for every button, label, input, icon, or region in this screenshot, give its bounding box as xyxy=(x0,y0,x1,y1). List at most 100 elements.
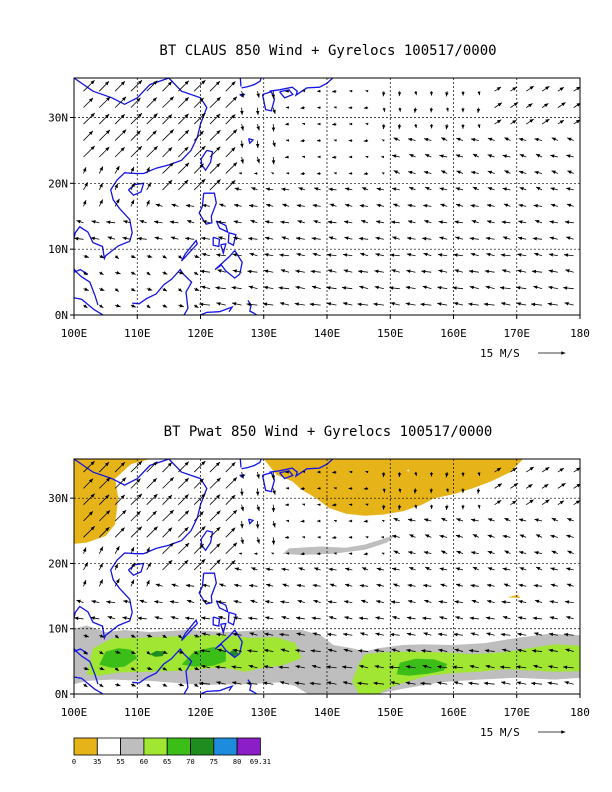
wind-vector-head xyxy=(333,139,337,142)
wind-vector-head xyxy=(326,665,331,669)
wind-vector-head xyxy=(100,666,105,671)
wind-vector-head xyxy=(300,139,305,143)
coastline-0 xyxy=(74,78,208,306)
wind-vector-head xyxy=(422,236,427,241)
wind-vector-head xyxy=(365,470,369,474)
wind-vector-head xyxy=(114,563,118,569)
wind-vector-head xyxy=(219,583,224,587)
wind-vector-head xyxy=(84,182,88,187)
wind-vector-head xyxy=(146,200,150,205)
wind-vector-head xyxy=(248,236,253,241)
wind-vector-head xyxy=(200,269,205,274)
wind-vector-head xyxy=(162,254,167,259)
wind-vector-head xyxy=(121,96,127,101)
colorbar-swatch xyxy=(190,737,215,756)
wind-vector-head xyxy=(512,120,517,124)
wind-vector-head xyxy=(327,632,332,637)
wind-vector-head xyxy=(349,122,353,126)
wind-vector-head xyxy=(429,505,433,510)
wind-vector-head xyxy=(437,681,442,685)
wind-vector-head xyxy=(240,93,245,98)
wind-vector-head xyxy=(409,154,414,158)
wind-vector-head xyxy=(437,632,443,637)
wind-vector-head xyxy=(468,269,474,274)
wind-vector-head xyxy=(392,154,397,158)
wind-vector-head xyxy=(296,616,301,620)
wind-vector-head xyxy=(469,664,474,669)
wind-vector-head xyxy=(317,503,321,507)
wind-vector-head xyxy=(454,269,459,273)
wind-vector-head xyxy=(512,500,517,505)
wind-vector-head xyxy=(317,122,321,126)
wind-vector-head xyxy=(179,682,184,687)
wind-vector-head xyxy=(194,271,199,275)
wind-vector-head xyxy=(374,269,379,274)
wind-vector-head xyxy=(232,542,238,547)
wind-vector-head xyxy=(414,505,418,509)
wind-vector-head xyxy=(547,681,552,685)
wind-vector-head xyxy=(476,489,481,494)
wind-vector-head xyxy=(567,518,572,522)
wind-vector-head xyxy=(516,681,521,685)
wind-vector-head xyxy=(343,269,348,273)
wind-vector-head xyxy=(519,154,525,158)
colorbar-label: 55 xyxy=(116,758,124,766)
wind-vector-head xyxy=(456,170,461,175)
wind-vector-head xyxy=(423,632,428,636)
wind-vector-head xyxy=(114,183,118,189)
wind-vector-head xyxy=(131,182,135,188)
wind-vector-head xyxy=(502,154,507,158)
x-tick-label: 100E xyxy=(61,327,88,340)
wind-vector-head xyxy=(518,583,523,588)
wind-vector-head xyxy=(240,524,244,529)
wind-vector-head xyxy=(255,491,260,496)
x-tick-label: 140E xyxy=(314,327,341,340)
wind-vector-head xyxy=(114,634,119,639)
wind-vector-head xyxy=(249,583,254,588)
wind-vector-head xyxy=(567,170,572,174)
plot-area xyxy=(74,78,580,315)
wind-vector-head xyxy=(163,683,168,687)
wind-vector-head xyxy=(280,648,286,653)
wind-vector-head xyxy=(248,664,253,669)
wind-vector-head xyxy=(310,649,315,653)
coastline-5 xyxy=(227,232,237,247)
coastline-20 xyxy=(247,300,258,315)
wind-vector-head xyxy=(312,252,317,257)
wind-vector-head xyxy=(201,526,206,531)
colorbar-label: 80 xyxy=(233,758,241,766)
wind-vector-head xyxy=(231,462,236,467)
wind-vector-head xyxy=(279,301,285,306)
wind-vector-head xyxy=(216,494,221,499)
wind-vector-head xyxy=(131,254,136,259)
wind-vector-head xyxy=(278,665,283,670)
wind-vector-head xyxy=(136,511,141,516)
wind-vector-head xyxy=(137,80,143,85)
colorbar-swatch xyxy=(96,737,122,756)
wind-vector-head xyxy=(389,286,394,290)
wind-vector-head xyxy=(240,491,244,496)
wind-vector-head xyxy=(423,170,429,175)
wind-vector-head xyxy=(105,114,110,119)
wind-vector-head xyxy=(201,461,206,466)
wind-vector-head xyxy=(216,543,221,548)
wind-vector-head xyxy=(393,203,398,208)
wind-vector-head xyxy=(424,518,429,522)
wind-vector-head xyxy=(313,220,318,224)
wind-vector-head xyxy=(437,253,443,257)
wind-vector-head xyxy=(154,236,159,240)
wind-vector-head xyxy=(501,220,506,225)
wind-vector-head xyxy=(424,137,429,142)
wind-vector-head xyxy=(414,472,418,477)
wind-vector-head xyxy=(247,269,252,274)
wind-vector-head xyxy=(231,81,236,86)
wind-vector-head xyxy=(116,682,121,687)
coastline-19 xyxy=(132,647,193,694)
wind-vector-head xyxy=(83,304,88,308)
wind-vector-head xyxy=(477,91,481,96)
wind-vector-head xyxy=(99,254,105,258)
wind-vector-head xyxy=(201,558,206,564)
wind-vector-head xyxy=(137,526,142,531)
wind-vector-head xyxy=(374,664,379,669)
wind-vector-head xyxy=(137,616,142,621)
